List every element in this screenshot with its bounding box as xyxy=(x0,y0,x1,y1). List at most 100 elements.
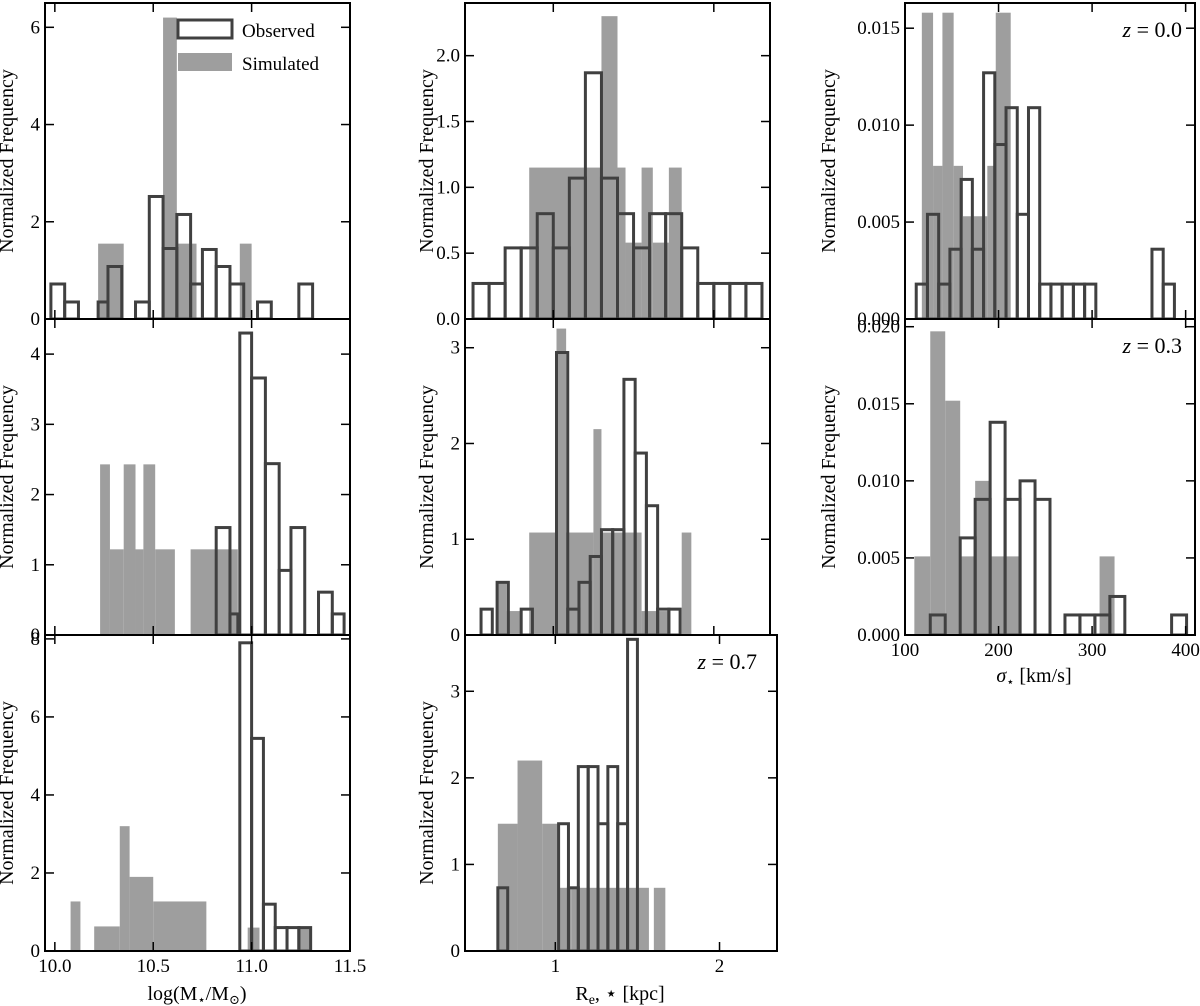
ylabel: Normalized Frequency xyxy=(818,385,840,569)
ytick-label: 0.015 xyxy=(857,394,900,415)
bars-sigma-z0 xyxy=(914,12,1176,319)
simulated-bar xyxy=(995,12,1011,319)
observed-bar xyxy=(680,246,700,319)
xtick-label: 10.0 xyxy=(38,956,71,977)
observed-bar xyxy=(1063,613,1082,635)
observed-bar xyxy=(175,212,193,319)
ytick-label: 2 xyxy=(31,863,41,884)
axes-frame xyxy=(904,318,1196,636)
ytick-label: 0 xyxy=(451,941,461,962)
observed-bar xyxy=(214,264,232,319)
simulated-bar xyxy=(497,582,507,635)
simulated-bar xyxy=(190,549,217,635)
simulated-bar xyxy=(601,16,618,319)
observed-bar xyxy=(1108,594,1127,635)
xlabel-sigma: σ⋆ [km/s] xyxy=(996,665,1071,689)
simulated-bar xyxy=(653,887,666,951)
observed-bar xyxy=(1071,282,1087,319)
xtick-label: 11.5 xyxy=(334,956,367,977)
ylabel: Normalized Frequency xyxy=(818,69,840,253)
observed-bar xyxy=(479,607,494,635)
legend-observed-swatch xyxy=(176,18,234,40)
observed-bar xyxy=(289,526,307,635)
redshift-label: z = 0.7 xyxy=(697,649,757,674)
simulated-bar xyxy=(529,167,602,319)
simulated-bar xyxy=(239,243,252,319)
axes-frame xyxy=(464,634,778,952)
ytick-label: 0.5 xyxy=(436,243,460,264)
observed-bar xyxy=(273,926,289,951)
legend-simulated-label: Simulated xyxy=(242,54,320,75)
simulated-bar xyxy=(556,328,567,635)
simulated-bar xyxy=(163,17,177,319)
redshift-label: z = 0.3 xyxy=(1122,333,1182,358)
xtick-label: 400 xyxy=(1171,640,1200,661)
simulated-bar xyxy=(167,901,207,951)
simulated-bar xyxy=(135,549,144,635)
observed-bar xyxy=(1033,497,1052,635)
observed-bar xyxy=(277,568,293,635)
observed-bar xyxy=(1060,282,1075,319)
panel-sigma-z03: 0.000 0.005 0.010 0.015 0.020 100 200 300 400 Nor… xyxy=(818,317,1200,661)
observed-bar xyxy=(134,300,151,319)
simulated-bar xyxy=(176,243,197,319)
observed-bar xyxy=(712,281,732,319)
observed-bar xyxy=(1170,613,1189,635)
simulated-bar xyxy=(945,400,961,635)
observed-bar xyxy=(503,246,523,319)
observed-bar xyxy=(1049,282,1064,319)
simulated-bar xyxy=(298,927,311,951)
simulated-bar xyxy=(637,887,649,951)
simulated-bar xyxy=(109,549,124,635)
simulated-bar xyxy=(70,901,81,951)
ytick-label: 1.5 xyxy=(436,112,460,133)
ytick-label: 0.0 xyxy=(436,309,460,330)
observed-bar xyxy=(49,282,67,319)
observed-bar xyxy=(214,526,232,635)
observed-bar xyxy=(696,281,716,319)
observed-bar xyxy=(63,300,80,319)
simulated-bar xyxy=(593,429,602,635)
ytick-label: 4 xyxy=(31,785,41,806)
ytick-label: 4 xyxy=(31,344,41,365)
ytick-label: 1.0 xyxy=(436,177,460,198)
ytick-label: 0 xyxy=(451,625,461,646)
panel-mass-z07: 0 2 4 6 8 10.0 10.5 11.0 11.5 Normalized Frequenc… xyxy=(0,629,366,977)
observed-bar xyxy=(1150,247,1165,319)
ytick-label: 3 xyxy=(451,681,461,702)
simulated-bar xyxy=(641,611,669,635)
ytick-label: 0.010 xyxy=(857,115,900,136)
observed-bar xyxy=(250,736,265,951)
xtick-label: 200 xyxy=(984,640,1013,661)
observed-bar xyxy=(1018,479,1037,635)
observed-bar xyxy=(261,902,277,951)
simulated-bar xyxy=(155,549,175,635)
ytick-label: 6 xyxy=(31,707,41,728)
observed-bar xyxy=(250,376,267,635)
bars-re-z03 xyxy=(479,328,692,635)
simulated-bar xyxy=(247,927,260,951)
panel-re-z07: 0 1 2 3 1 2 Normalized Frequency xyxy=(416,634,778,977)
observed-bar xyxy=(1083,282,1098,319)
simulated-bar xyxy=(681,532,692,635)
observed-bar xyxy=(1038,282,1053,319)
simulated-bar xyxy=(641,167,653,319)
simulated-bar xyxy=(517,760,543,951)
observed-bar xyxy=(555,351,570,635)
ytick-label: 0 xyxy=(31,309,41,330)
ytick-label: 0.005 xyxy=(857,548,900,569)
simulated-bar xyxy=(216,549,238,635)
ytick-label: 0.005 xyxy=(857,212,900,233)
ytick-label: 1 xyxy=(451,529,461,550)
ytick-label: 8 xyxy=(31,629,41,650)
simulated-bar xyxy=(914,556,931,635)
legend-simulated-swatch xyxy=(178,53,232,71)
simulated-bar xyxy=(119,826,130,951)
simulated-bar xyxy=(94,926,120,951)
legend: Observed Simulated xyxy=(176,18,320,75)
simulated-bar xyxy=(129,876,154,951)
ytick-label: 2 xyxy=(451,433,461,454)
panel-mass-z0: 0 2 4 6 Normalized Frequency Observed Simulate… xyxy=(0,2,351,330)
